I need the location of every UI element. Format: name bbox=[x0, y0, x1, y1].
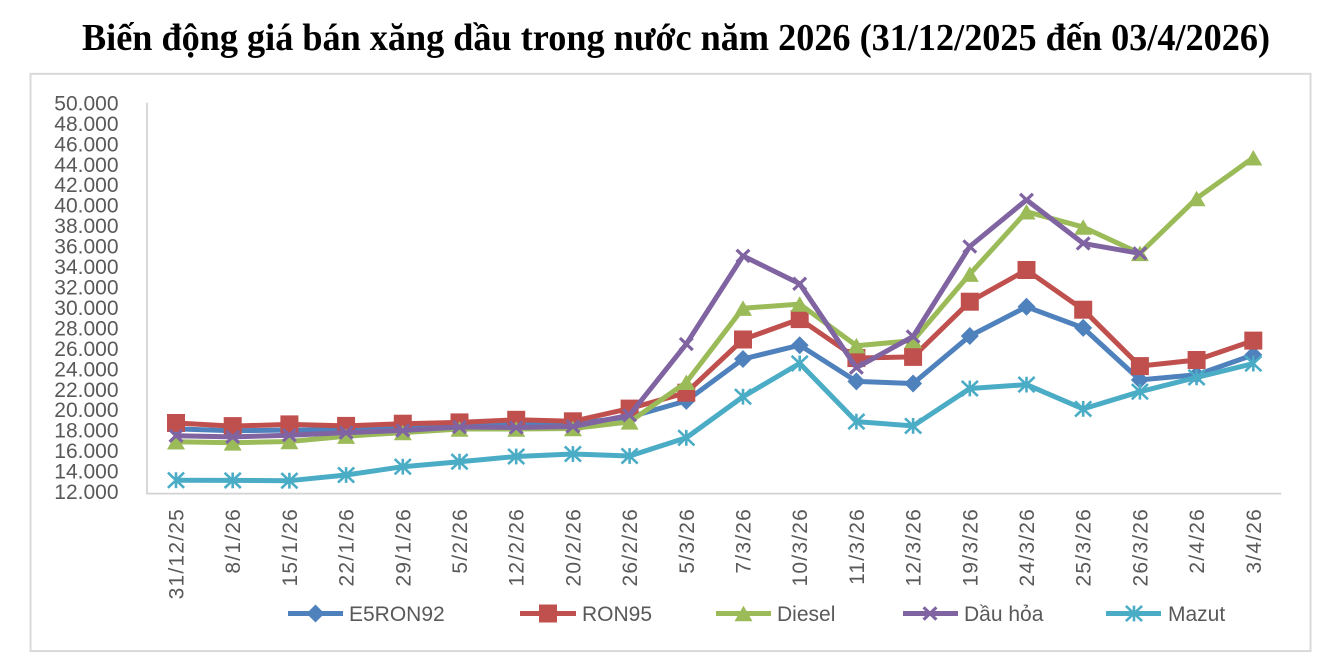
svg-text:25/3/26: 25/3/26 bbox=[1073, 508, 1096, 586]
svg-text:12.000: 12.000 bbox=[54, 481, 118, 504]
svg-text:24/3/26: 24/3/26 bbox=[1016, 508, 1039, 586]
svg-text:8/1/26: 8/1/26 bbox=[222, 508, 245, 574]
svg-text:30.000: 30.000 bbox=[54, 297, 118, 320]
svg-text:Dầu hỏa: Dầu hỏa bbox=[964, 603, 1044, 626]
svg-text:26/3/26: 26/3/26 bbox=[1129, 508, 1152, 586]
svg-text:14.000: 14.000 bbox=[54, 461, 118, 484]
svg-text:24.000: 24.000 bbox=[54, 358, 118, 381]
svg-text:5/3/26: 5/3/26 bbox=[676, 508, 699, 574]
svg-text:50.000: 50.000 bbox=[54, 93, 118, 116]
svg-text:11/3/26: 11/3/26 bbox=[846, 508, 869, 585]
svg-text:20/2/26: 20/2/26 bbox=[562, 508, 585, 586]
svg-text:26.000: 26.000 bbox=[54, 338, 118, 361]
svg-text:34.000: 34.000 bbox=[54, 256, 118, 279]
svg-text:22.000: 22.000 bbox=[54, 379, 118, 402]
svg-text:18.000: 18.000 bbox=[54, 420, 118, 443]
svg-text:32.000: 32.000 bbox=[54, 277, 118, 300]
svg-text:38.000: 38.000 bbox=[54, 215, 118, 238]
svg-text:12/2/26: 12/2/26 bbox=[506, 508, 529, 586]
svg-text:26/2/26: 26/2/26 bbox=[619, 508, 642, 586]
svg-text:22/1/26: 22/1/26 bbox=[336, 508, 359, 586]
svg-text:Biến động giá bán xăng dầu tro: Biến động giá bán xăng dầu trong nước nă… bbox=[82, 17, 1270, 59]
svg-text:7/3/26: 7/3/26 bbox=[733, 508, 756, 574]
svg-text:E5RON92: E5RON92 bbox=[349, 603, 445, 626]
svg-text:12/3/26: 12/3/26 bbox=[903, 508, 926, 586]
svg-text:19/3/26: 19/3/26 bbox=[959, 508, 982, 586]
svg-text:16.000: 16.000 bbox=[54, 440, 118, 463]
svg-text:15/1/26: 15/1/26 bbox=[279, 508, 302, 586]
svg-text:44.000: 44.000 bbox=[54, 154, 118, 177]
svg-text:3/4/26: 3/4/26 bbox=[1243, 508, 1266, 574]
svg-text:29/1/26: 29/1/26 bbox=[392, 508, 415, 586]
svg-text:10/3/26: 10/3/26 bbox=[789, 508, 812, 586]
svg-text:48.000: 48.000 bbox=[54, 113, 118, 136]
svg-text:31/12/25: 31/12/25 bbox=[166, 508, 189, 599]
svg-text:36.000: 36.000 bbox=[54, 236, 118, 259]
svg-text:Diesel: Diesel bbox=[777, 603, 835, 626]
svg-text:46.000: 46.000 bbox=[54, 133, 118, 156]
svg-text:40.000: 40.000 bbox=[54, 195, 118, 218]
svg-text:20.000: 20.000 bbox=[54, 399, 118, 422]
svg-text:2/4/26: 2/4/26 bbox=[1186, 508, 1209, 574]
svg-text:28.000: 28.000 bbox=[54, 317, 118, 340]
svg-text:Mazut: Mazut bbox=[1168, 603, 1225, 626]
svg-text:42.000: 42.000 bbox=[54, 174, 118, 197]
svg-text:5/2/26: 5/2/26 bbox=[449, 508, 472, 574]
svg-text:RON95: RON95 bbox=[582, 603, 652, 626]
